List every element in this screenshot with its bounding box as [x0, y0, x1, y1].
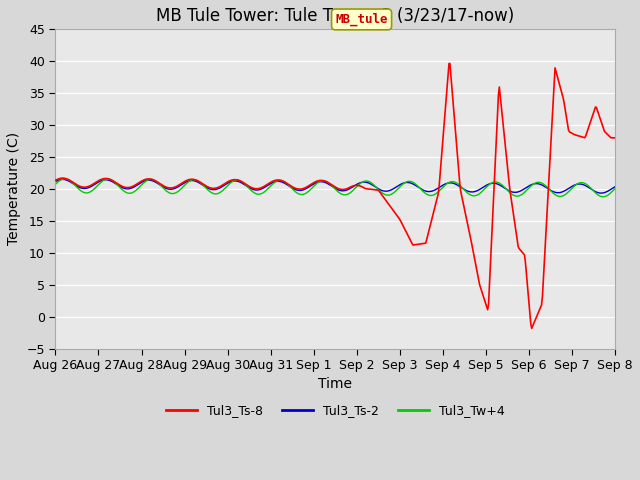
Title: MB Tule Tower: Tule Temps 3 (3/23/17-now): MB Tule Tower: Tule Temps 3 (3/23/17-now…	[156, 7, 515, 25]
X-axis label: Time: Time	[318, 377, 353, 392]
Y-axis label: Temperature (C): Temperature (C)	[7, 132, 21, 245]
Legend: Tul3_Ts-8, Tul3_Ts-2, Tul3_Tw+4: Tul3_Ts-8, Tul3_Ts-2, Tul3_Tw+4	[161, 399, 510, 422]
Text: MB_tule: MB_tule	[335, 13, 388, 26]
